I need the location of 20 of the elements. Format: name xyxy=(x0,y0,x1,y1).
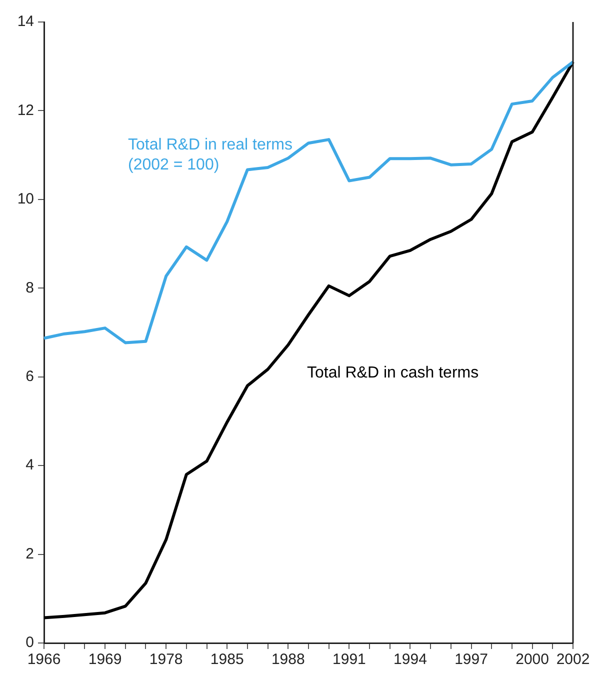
x-tick-label: 1969 xyxy=(88,651,122,668)
x-tick-label: 1985 xyxy=(210,651,244,668)
x-tick-label: 1991 xyxy=(332,651,366,668)
y-tick-label: 6 xyxy=(26,368,34,385)
x-tick-label: 2002 xyxy=(556,651,590,668)
x-tick-label: 1988 xyxy=(271,651,305,668)
y-tick-label: 12 xyxy=(17,102,34,119)
x-tick-label: 1978 xyxy=(149,651,183,668)
y-tick-label: 10 xyxy=(17,190,34,208)
x-tick-label: 1997 xyxy=(454,651,488,668)
x-tick-label: 1994 xyxy=(394,651,427,668)
series-label: Total R&D in real terms (2002 = 100) xyxy=(128,136,292,174)
y-tick-label: 14 xyxy=(17,13,34,30)
y-tick-label: 0 xyxy=(26,634,34,652)
series-label: Total R&D in cash terms xyxy=(307,364,479,382)
x-tick-label: 1966 xyxy=(27,651,61,668)
y-tick-label: 2 xyxy=(26,545,34,562)
x-tick-label: 2000 xyxy=(516,651,549,668)
y-tick-label: 8 xyxy=(26,279,34,296)
y-tick-label: 4 xyxy=(26,456,34,474)
